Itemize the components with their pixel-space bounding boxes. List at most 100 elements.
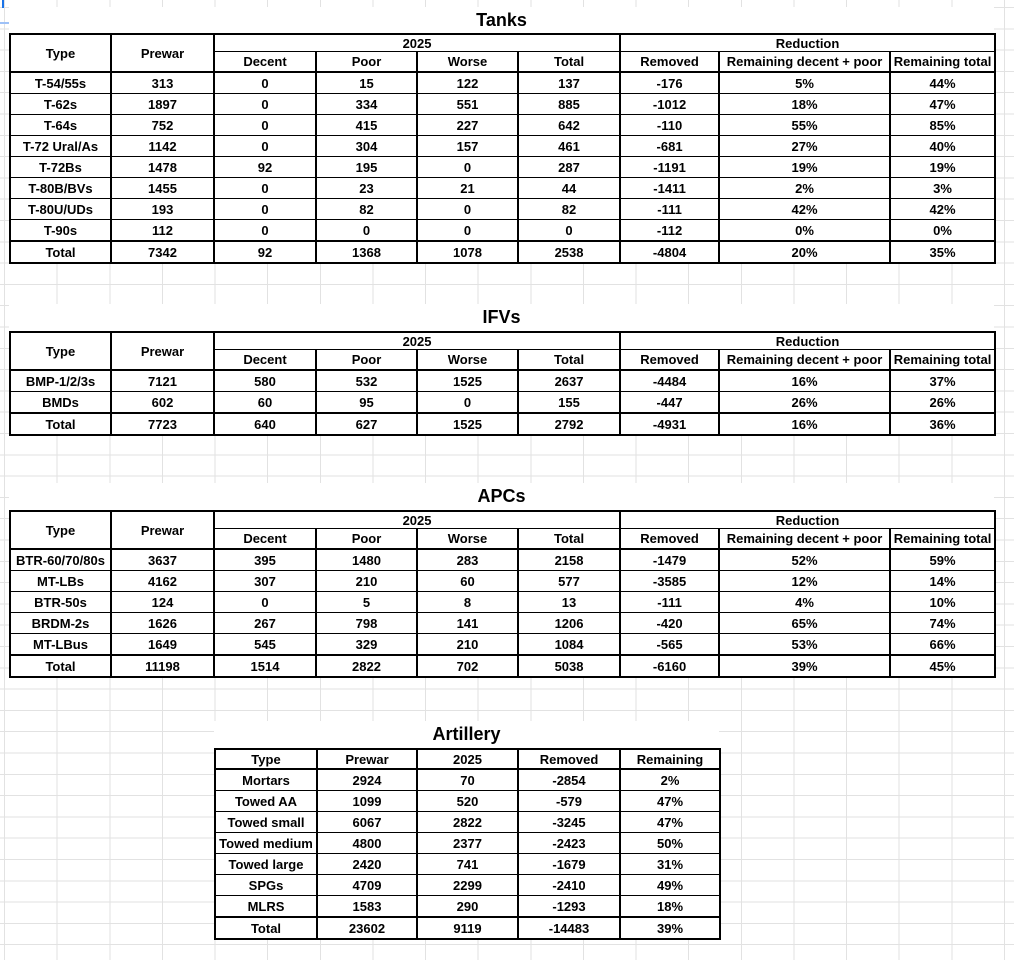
value-cell[interactable]: -1479: [619, 548, 721, 571]
value-cell[interactable]: 45%: [889, 654, 997, 678]
value-cell[interactable]: 47%: [889, 93, 997, 115]
value-cell[interactable]: -4804: [619, 240, 721, 264]
value-cell[interactable]: 7342: [110, 240, 215, 264]
row-label-cell[interactable]: T-54/55s: [9, 71, 112, 94]
column-header-type[interactable]: Type: [9, 33, 112, 73]
column-header-remaining-decent-poor[interactable]: Remaining decent + poor: [718, 528, 892, 550]
value-cell[interactable]: 47%: [619, 811, 721, 833]
value-cell[interactable]: 52%: [718, 548, 892, 571]
row-label-cell[interactable]: Total: [9, 412, 112, 436]
column-header-total[interactable]: Total: [516, 51, 622, 73]
value-cell[interactable]: 461: [516, 135, 622, 157]
value-cell[interactable]: 39%: [619, 916, 721, 940]
ifvs-table-title[interactable]: IFVs: [9, 304, 994, 331]
column-header-remaining-decent-poor[interactable]: Remaining decent + poor: [718, 349, 892, 371]
value-cell[interactable]: 0: [213, 71, 317, 94]
column-header-remaining-total[interactable]: Remaining total: [889, 349, 997, 371]
value-cell[interactable]: 9119: [416, 916, 519, 940]
value-cell[interactable]: 532: [315, 369, 418, 392]
value-cell[interactable]: 752: [110, 114, 215, 136]
value-cell[interactable]: 0: [213, 198, 317, 220]
value-cell[interactable]: 4709: [316, 874, 418, 896]
value-cell[interactable]: -1012: [619, 93, 721, 115]
value-cell[interactable]: 35%: [889, 240, 997, 264]
row-label-cell[interactable]: BTR-50s: [9, 591, 112, 613]
value-cell[interactable]: 60: [416, 570, 519, 592]
row-label-cell[interactable]: T-64s: [9, 114, 112, 136]
value-cell[interactable]: 0: [416, 156, 519, 178]
value-cell[interactable]: 1078: [416, 240, 519, 264]
value-cell[interactable]: -111: [619, 591, 721, 613]
value-cell[interactable]: 602: [110, 391, 215, 414]
column-group-2025[interactable]: 2025: [212, 331, 622, 350]
value-cell[interactable]: 2377: [416, 832, 519, 854]
value-cell[interactable]: 5038: [516, 654, 622, 678]
value-cell[interactable]: 520: [416, 790, 519, 812]
value-cell[interactable]: -14483: [517, 916, 621, 940]
value-cell[interactable]: -2423: [517, 832, 621, 854]
value-cell[interactable]: 124: [110, 591, 215, 613]
value-cell[interactable]: -4931: [619, 412, 721, 436]
value-cell[interactable]: 27%: [718, 135, 892, 157]
value-cell[interactable]: 702: [416, 654, 519, 678]
value-cell[interactable]: 141: [416, 612, 519, 634]
value-cell[interactable]: 2792: [516, 412, 622, 436]
row-label-cell[interactable]: SPGs: [214, 874, 318, 896]
value-cell[interactable]: 31%: [619, 853, 721, 875]
row-label-cell[interactable]: T-80U/UDs: [9, 198, 112, 220]
value-cell[interactable]: 42%: [889, 198, 997, 220]
value-cell[interactable]: 2822: [315, 654, 418, 678]
value-cell[interactable]: 0: [213, 177, 317, 199]
row-label-cell[interactable]: Towed small: [214, 811, 318, 833]
value-cell[interactable]: 0: [416, 391, 519, 414]
value-cell[interactable]: 4162: [110, 570, 215, 592]
value-cell[interactable]: 1897: [110, 93, 215, 115]
value-cell[interactable]: 1142: [110, 135, 215, 157]
value-cell[interactable]: 640: [213, 412, 317, 436]
value-cell[interactable]: 49%: [619, 874, 721, 896]
value-cell[interactable]: 7121: [110, 369, 215, 392]
value-cell[interactable]: 15: [315, 71, 418, 94]
value-cell[interactable]: 82: [516, 198, 622, 220]
column-header-worse[interactable]: Worse: [416, 528, 519, 550]
value-cell[interactable]: 39%: [718, 654, 892, 678]
value-cell[interactable]: 210: [416, 633, 519, 656]
value-cell[interactable]: 2637: [516, 369, 622, 392]
value-cell[interactable]: 47%: [619, 790, 721, 812]
value-cell[interactable]: 0: [516, 219, 622, 242]
value-cell[interactable]: 3%: [889, 177, 997, 199]
column-header-removed[interactable]: Removed: [517, 748, 621, 770]
value-cell[interactable]: 798: [315, 612, 418, 634]
value-cell[interactable]: 4%: [718, 591, 892, 613]
tanks-table-title[interactable]: Tanks: [9, 7, 994, 33]
row-label-cell[interactable]: MT-LBs: [9, 570, 112, 592]
value-cell[interactable]: 16%: [718, 369, 892, 392]
value-cell[interactable]: 1099: [316, 790, 418, 812]
value-cell[interactable]: 65%: [718, 612, 892, 634]
value-cell[interactable]: 227: [416, 114, 519, 136]
row-label-cell[interactable]: MT-LBus: [9, 633, 112, 656]
value-cell[interactable]: 195: [315, 156, 418, 178]
column-header-remaining[interactable]: Remaining: [619, 748, 721, 770]
value-cell[interactable]: 7723: [110, 412, 215, 436]
value-cell[interactable]: 95: [315, 391, 418, 414]
value-cell[interactable]: 55%: [718, 114, 892, 136]
row-label-cell[interactable]: Mortars: [214, 768, 318, 791]
column-header-removed[interactable]: Removed: [619, 349, 721, 371]
column-header-remaining-total[interactable]: Remaining total: [889, 51, 997, 73]
row-label-cell[interactable]: T-90s: [9, 219, 112, 242]
value-cell[interactable]: 112: [110, 219, 215, 242]
row-label-cell[interactable]: MLRS: [214, 895, 318, 918]
row-label-cell[interactable]: T-72Bs: [9, 156, 112, 178]
value-cell[interactable]: 26%: [889, 391, 997, 414]
value-cell[interactable]: 19%: [889, 156, 997, 178]
value-cell[interactable]: 307: [213, 570, 317, 592]
value-cell[interactable]: 155: [516, 391, 622, 414]
row-label-cell[interactable]: BRDM-2s: [9, 612, 112, 634]
column-header-remaining-total[interactable]: Remaining total: [889, 528, 997, 550]
value-cell[interactable]: 334: [315, 93, 418, 115]
value-cell[interactable]: 2%: [619, 768, 721, 791]
row-label-cell[interactable]: Total: [9, 654, 112, 678]
value-cell[interactable]: 210: [315, 570, 418, 592]
value-cell[interactable]: 10%: [889, 591, 997, 613]
